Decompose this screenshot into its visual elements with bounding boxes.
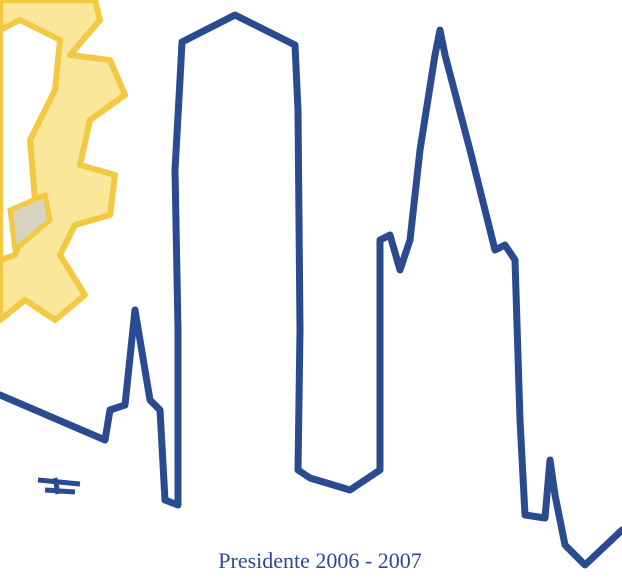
mark xyxy=(38,478,80,494)
gear xyxy=(0,0,125,320)
caption: Presidente 2006 - 2007 xyxy=(0,548,622,574)
page: Presidente 2006 - 2007 (() => { const da… xyxy=(0,0,622,580)
artwork xyxy=(0,0,622,580)
